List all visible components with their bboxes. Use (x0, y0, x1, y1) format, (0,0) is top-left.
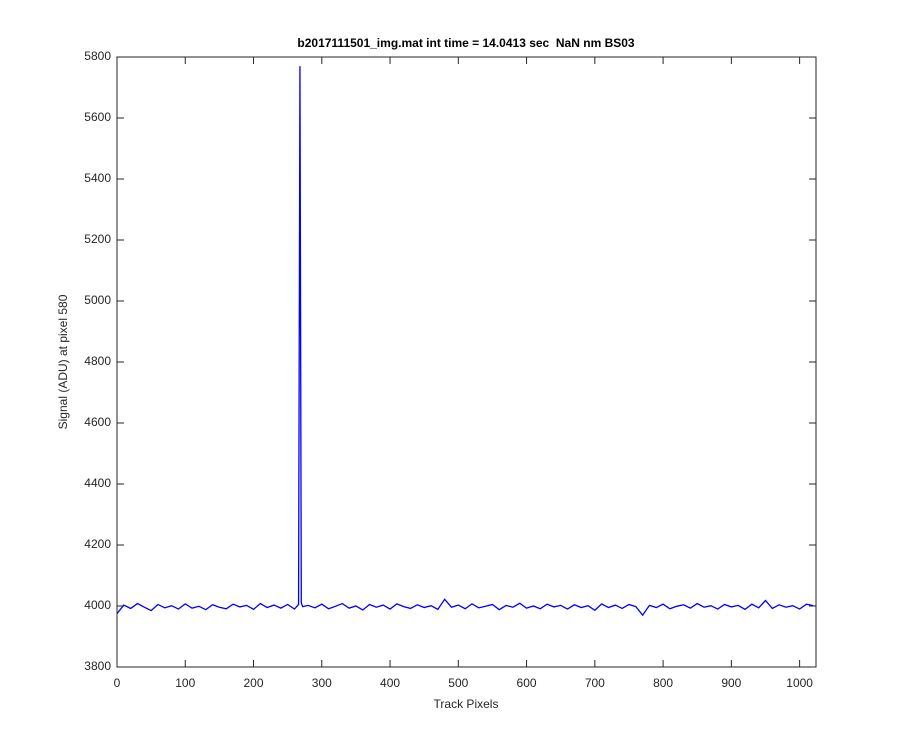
y-tick-label: 4000 (84, 598, 111, 612)
y-tick-label: 5400 (84, 171, 111, 185)
y-tick-label: 5000 (84, 293, 111, 307)
x-axis-label: Track Pixels (434, 697, 499, 711)
x-tick-label: 0 (114, 676, 121, 690)
axes-box (116, 56, 817, 668)
y-tick-label: 4200 (84, 537, 111, 551)
x-tick-label: 600 (517, 676, 537, 690)
x-tick-label: 300 (312, 676, 332, 690)
data-line (116, 66, 814, 617)
chart-title: b2017111501_img.mat int time = 14.0413 s… (297, 36, 635, 50)
y-axis-label: Signal (ADU) at pixel 580 (56, 294, 70, 429)
y-tick-label: 4800 (84, 354, 111, 368)
x-tick-label: 900 (721, 676, 741, 690)
x-tick-label: 800 (653, 676, 673, 690)
y-tick-label: 3800 (84, 659, 111, 673)
x-tick-label: 700 (585, 676, 605, 690)
y-tick-label: 5200 (84, 232, 111, 246)
y-tick-label: 5800 (84, 49, 111, 63)
x-tick-label: 500 (448, 676, 468, 690)
x-tick-label: 200 (244, 676, 264, 690)
x-tick-label: 1000 (786, 676, 813, 690)
x-tick-label: 400 (380, 676, 400, 690)
y-tick-label: 4400 (84, 476, 111, 490)
y-tick-label: 5600 (84, 110, 111, 124)
x-tick-label: 100 (175, 676, 195, 690)
y-tick-label: 4600 (84, 415, 111, 429)
